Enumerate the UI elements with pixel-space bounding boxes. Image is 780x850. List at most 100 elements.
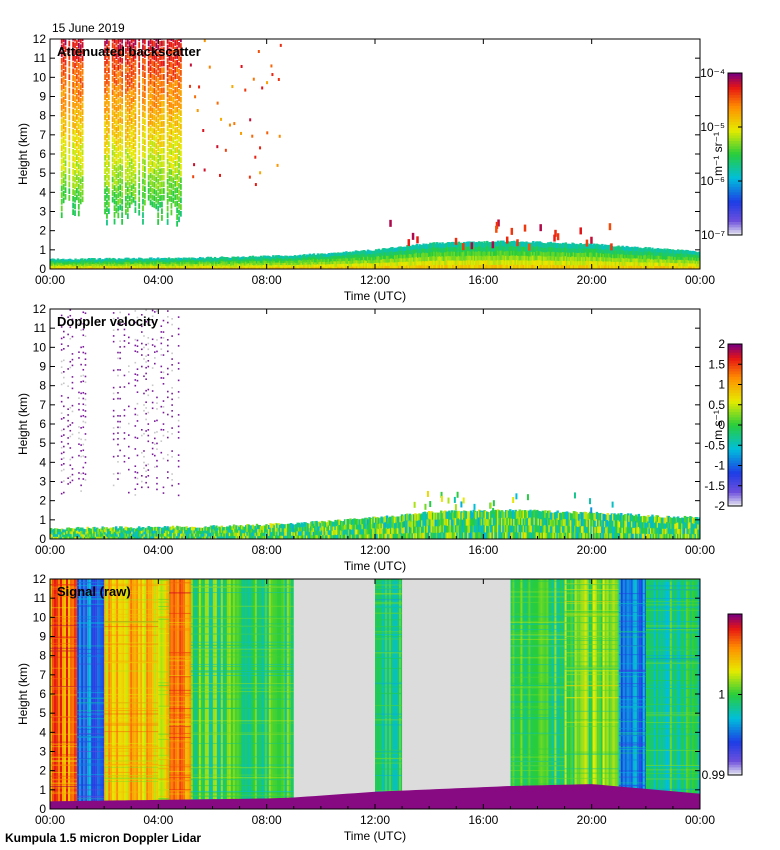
data-field	[50, 39, 700, 269]
signal-band	[645, 579, 700, 809]
cloud-point	[411, 232, 415, 240]
colorbar-tick-label: 10⁻⁶	[700, 174, 725, 188]
colorbar-tick-label: 10⁻⁵	[700, 120, 725, 134]
scatter-point	[266, 131, 269, 135]
y-tick-label: 10	[33, 340, 47, 354]
scatter-point	[216, 145, 219, 149]
scatter-point	[276, 163, 279, 167]
y-tick-label: 8	[39, 109, 46, 123]
y-axis-label: Height (km)	[16, 663, 30, 725]
x-tick-label: 20:00	[577, 273, 607, 287]
cloud-point	[453, 496, 456, 503]
cloud-point	[516, 239, 519, 247]
scatter-point	[259, 146, 262, 150]
virga-column	[60, 309, 87, 495]
date-label: 15 June 2019	[52, 21, 125, 35]
cloud-point	[528, 243, 531, 251]
cloud-point	[585, 239, 589, 247]
scatter-point	[196, 109, 199, 113]
cloud-point	[426, 490, 429, 497]
scatter-point	[224, 148, 227, 152]
colorbar-unit: m⁻¹ sr⁻¹	[711, 132, 725, 176]
scatter-point	[219, 173, 222, 177]
cloud-point	[462, 497, 465, 504]
y-tick-label: 0	[39, 802, 46, 816]
x-tick-label: 00:00	[685, 273, 715, 287]
y-tick-label: 12	[33, 302, 47, 316]
cloud-point	[526, 494, 529, 501]
y-tick-label: 0	[39, 532, 46, 546]
y-tick-label: 4	[39, 185, 46, 199]
y-tick-label: 2	[39, 224, 46, 238]
cloud-point	[573, 492, 576, 499]
scatter-point	[277, 77, 280, 81]
colorbar-tick-label: 1.5	[708, 357, 725, 371]
cloud-point	[447, 497, 450, 504]
cloud-point	[579, 227, 582, 235]
scatter-point	[254, 155, 257, 159]
cloud-point	[553, 234, 556, 242]
signal-band	[375, 579, 404, 809]
y-tick-label: 2	[39, 494, 46, 508]
data-field	[50, 579, 700, 809]
scatter-point	[240, 131, 243, 135]
y-tick-label: 11	[34, 321, 47, 335]
y-tick-label: 7	[39, 398, 46, 412]
signal-band	[50, 579, 79, 809]
cloud-point	[492, 507, 495, 514]
y-axis-label: Height (km)	[16, 393, 30, 455]
signal-band	[77, 579, 106, 809]
x-tick-label: 08:00	[252, 543, 282, 557]
cloud-point	[460, 501, 463, 508]
boundary-layer	[50, 784, 700, 809]
scatter-point	[279, 43, 282, 47]
x-tick-label: 16:00	[468, 813, 498, 827]
y-tick-label: 11	[34, 51, 47, 65]
cloud-point	[413, 501, 416, 508]
colorbar-tick-label: -0.5	[704, 438, 725, 452]
cloud-point	[462, 243, 465, 251]
scatter-point	[244, 88, 247, 92]
cloud-point	[470, 242, 474, 250]
signal-band	[169, 579, 192, 809]
y-tick-label: 1	[39, 513, 46, 527]
colorbar-unit: m s⁻¹	[711, 410, 725, 440]
cloud-point	[512, 497, 515, 504]
y-tick-label: 6	[39, 147, 46, 161]
cloud-point	[456, 491, 459, 498]
cloud-point	[491, 241, 495, 249]
cloud-point	[495, 221, 499, 229]
scatter-point	[254, 183, 257, 187]
cloud-point	[480, 511, 483, 518]
cloud-point	[505, 236, 509, 244]
y-tick-label: 12	[33, 572, 47, 586]
y-tick-label: 8	[39, 379, 46, 393]
signal-band	[158, 579, 171, 809]
scatter-point	[231, 85, 234, 89]
scatter-point	[233, 122, 236, 126]
y-tick-label: 9	[39, 360, 46, 374]
cloud-point	[473, 503, 476, 510]
y-tick-label: 10	[33, 610, 47, 624]
cloud-point	[523, 224, 527, 232]
scatter-point	[188, 84, 191, 88]
cloud-point	[590, 507, 593, 514]
scatter-point	[203, 39, 206, 43]
x-axis-label: Time (UTC)	[344, 559, 406, 573]
y-tick-label: 0	[39, 262, 46, 276]
cloud-point	[489, 502, 492, 509]
cloud-point	[495, 225, 498, 233]
x-tick-label: 20:00	[577, 813, 607, 827]
scatter-point	[248, 175, 251, 179]
scatter-point	[192, 175, 195, 179]
cloud-point	[416, 236, 419, 244]
y-tick-label: 4	[39, 455, 46, 469]
y-tick-label: 8	[39, 649, 46, 663]
virga-column	[60, 39, 84, 219]
colorbar-tick-label: 0.99	[702, 768, 726, 782]
colorbar-tick-label: 0	[718, 418, 725, 432]
x-tick-label: 08:00	[252, 273, 282, 287]
x-tick-label: 12:00	[360, 273, 390, 287]
